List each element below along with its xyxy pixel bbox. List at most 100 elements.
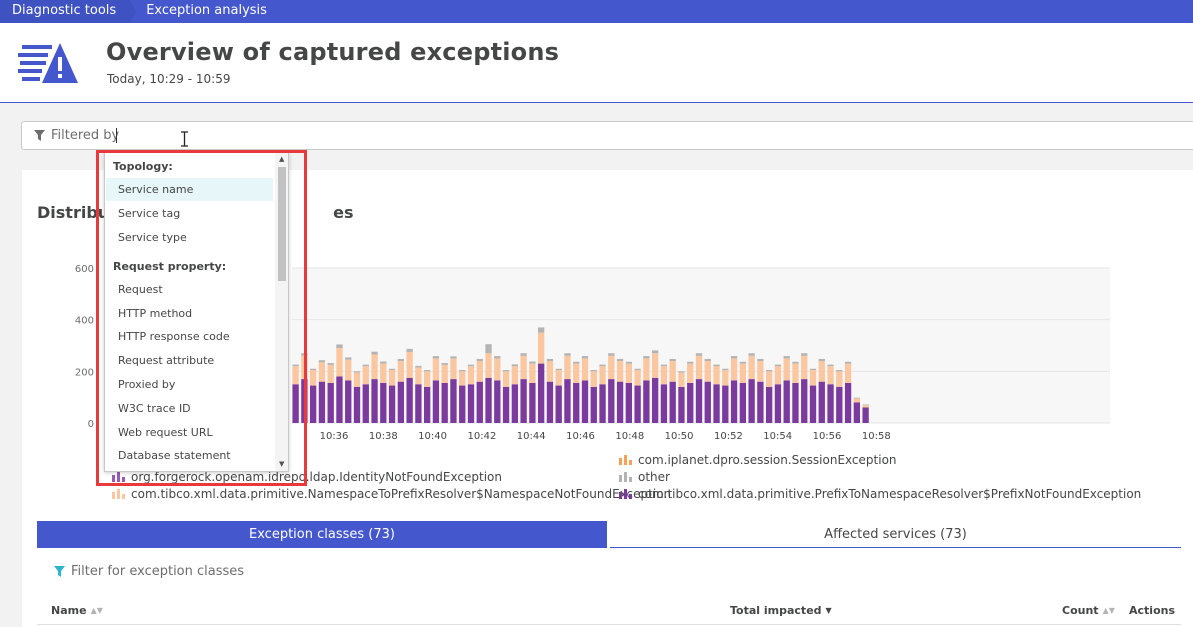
chart-bar-segment [687,363,694,383]
x-tick-label: 10:54 [763,431,792,442]
chart-bar-segment [599,366,606,385]
breadcrumb-exception-analysis[interactable]: Exception analysis [146,3,267,18]
chart-bar-segment [573,361,580,364]
x-tick-label: 10:46 [566,431,595,442]
chart-bar-segment [502,386,510,423]
chart-bar-segment [459,385,466,423]
chart-bar-segment [765,371,773,387]
chart-bar-segment [836,386,843,423]
chart-bar-segment [450,379,457,423]
chart-bar-segment [511,384,519,423]
chart-bar-segment [608,379,615,423]
dropdown-item-w3c-trace-id[interactable]: W3C trace ID [118,402,191,415]
dropdown-item-request-attribute[interactable]: Request attribute [118,354,215,367]
dropdown-item-http-method[interactable]: HTTP method [118,307,193,320]
chart-bar-segment [450,356,457,359]
chart-bar-segment [459,370,466,372]
chart-bar-segment [467,384,475,423]
x-tick-label: 10:44 [517,431,546,442]
sort-desc-icon: ▼ [825,606,832,615]
chart-bar-segment [853,398,861,403]
x-tick-label: 10:56 [813,431,842,442]
column-header-count[interactable]: Count ▲▼ [1062,604,1115,617]
legend-item-session-exception[interactable]: com.iplanet.dpro.session.SessionExceptio… [619,453,897,467]
dropdown-item-web-request-url[interactable]: Web request URL [118,426,213,439]
chart-bar-segment [432,358,440,381]
chart-bar-segment [818,361,825,382]
dropdown-item-database-statement[interactable]: Database statement [118,449,231,462]
chart-bar-segment [651,353,659,378]
chart-bar-segment [827,364,834,367]
bar-chart-icon [112,472,125,482]
chart-bar-segment [292,364,299,367]
chart-bar-segment [625,382,633,423]
scrollbar-thumb[interactable] [278,167,286,281]
chart-bar-segment [608,353,615,356]
chart-bar-segment [345,357,352,360]
chart-bar-segment [502,371,510,387]
chart-bar-segment [432,356,440,359]
breadcrumb-diagnostic-tools[interactable]: Diagnostic tools [0,0,137,23]
chart-bar-segment [844,361,852,364]
legend-item-namespace-not-found[interactable]: com.tibco.xml.data.primitive.NamespaceTo… [112,487,671,501]
ibeam-cursor-icon [181,131,188,147]
chart-bar-segment [651,377,659,423]
chart-bar-segment [537,363,545,423]
legend-item-other[interactable]: other [619,470,670,484]
breadcrumb: Diagnostic tools Exception analysis [0,0,1193,23]
dropdown-item-service-type[interactable]: Service type [118,231,187,244]
chart-bar-segment [801,353,808,356]
x-tick-label: 10:40 [418,431,447,442]
chart-bar-segment [801,379,808,423]
chart-bar-segment [555,368,562,371]
x-tick-label: 10:38 [369,431,398,442]
chart-bar-segment [581,358,589,381]
chart-bar-segment [581,380,589,423]
chart-bar-segment [529,361,536,364]
dropdown-item-proxied-by[interactable]: Proxied by [118,378,176,391]
chart-bar-segment [327,363,334,365]
chart-bar-segment [529,363,536,383]
chart-bar-segment [669,381,676,423]
filter-icon [34,130,45,141]
exception-class-filter[interactable]: Filter for exception classes [54,564,244,579]
chart-bar-segment [809,370,817,386]
chart-bar-segment [757,381,764,423]
bar-chart-icon [619,489,632,499]
section-title: Distribu es [37,203,354,222]
chart-bar-segment [336,376,343,423]
chart-bar-segment [336,344,343,349]
x-tick-label: 10:52 [714,431,743,442]
chart-bar-segment [660,384,668,423]
chart-bar-segment [564,353,571,356]
tab-exception-classes[interactable]: Exception classes (73) [37,521,607,548]
dropdown-item-http-response-code[interactable]: HTTP response code [118,330,230,343]
legend-item-prefix-not-found[interactable]: com.tibco.xml.data.primitive.PrefixToNam… [619,487,1141,501]
chart-bar-segment [564,379,571,423]
dropdown-item-service-tag[interactable]: Service tag [118,207,181,220]
chart-bar-segment [546,381,554,423]
y-tick-label: 200 [75,367,94,378]
legend-item-identity-not-found[interactable]: org.forgerock.openam.idrepo.ldap.Identit… [112,470,502,484]
filter-suggestions-dropdown[interactable]: Topology: Service name Service tag Servi… [104,152,289,472]
chart-bar-segment [406,348,413,352]
scroll-up-icon[interactable]: ▲ [279,155,285,163]
annotation-highlight-box [96,150,307,486]
chart-bar-segment [643,356,650,359]
chart-bar-segment [415,384,422,423]
filter-bar[interactable]: Filtered by [21,121,1193,150]
legend-label: com.tibco.xml.data.primitive.NamespaceTo… [131,487,672,501]
dropdown-scrollbar[interactable]: ▲ ▼ [275,153,288,471]
dropdown-item-service-name[interactable]: Service name [106,178,273,201]
tab-affected-services[interactable]: Affected services (73) [610,521,1181,548]
chart-bar-segment [318,362,326,382]
chart-bar-segment [599,364,606,367]
dropdown-item-request[interactable]: Request [118,283,163,296]
chart-bar-segment [371,379,378,423]
chart-bar-segment [423,370,431,372]
chart-bar-segment [801,355,808,380]
chart-bar-segment [485,344,492,354]
column-header-name[interactable]: Name ▲▼ [51,604,103,617]
column-header-total-impacted[interactable]: Total impacted ▼ [730,604,832,617]
scroll-down-icon[interactable]: ▼ [279,460,285,468]
